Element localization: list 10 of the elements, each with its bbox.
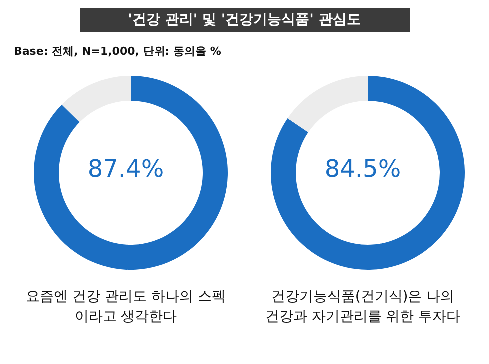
text: 건강기능식품(건기식)은 나의 건강과 자기관리를 위한 투자다 xyxy=(264,288,462,327)
donut-slice xyxy=(271,76,465,270)
data-label: 87.4% xyxy=(88,155,164,183)
donut-slice xyxy=(288,76,368,133)
text: Base: 전체, N=1,000, 단위: 동의율 % xyxy=(14,44,222,59)
chart-title: '건강 관리' 및 '건강기능식품' 관심도 xyxy=(80,8,410,32)
donut-slice xyxy=(62,76,131,122)
donut-slice xyxy=(34,76,228,270)
text: 요즘엔 건강 관리도 하나의 스펙이라고 생각한다 xyxy=(26,288,226,327)
data-label: 84.5% xyxy=(324,155,402,183)
